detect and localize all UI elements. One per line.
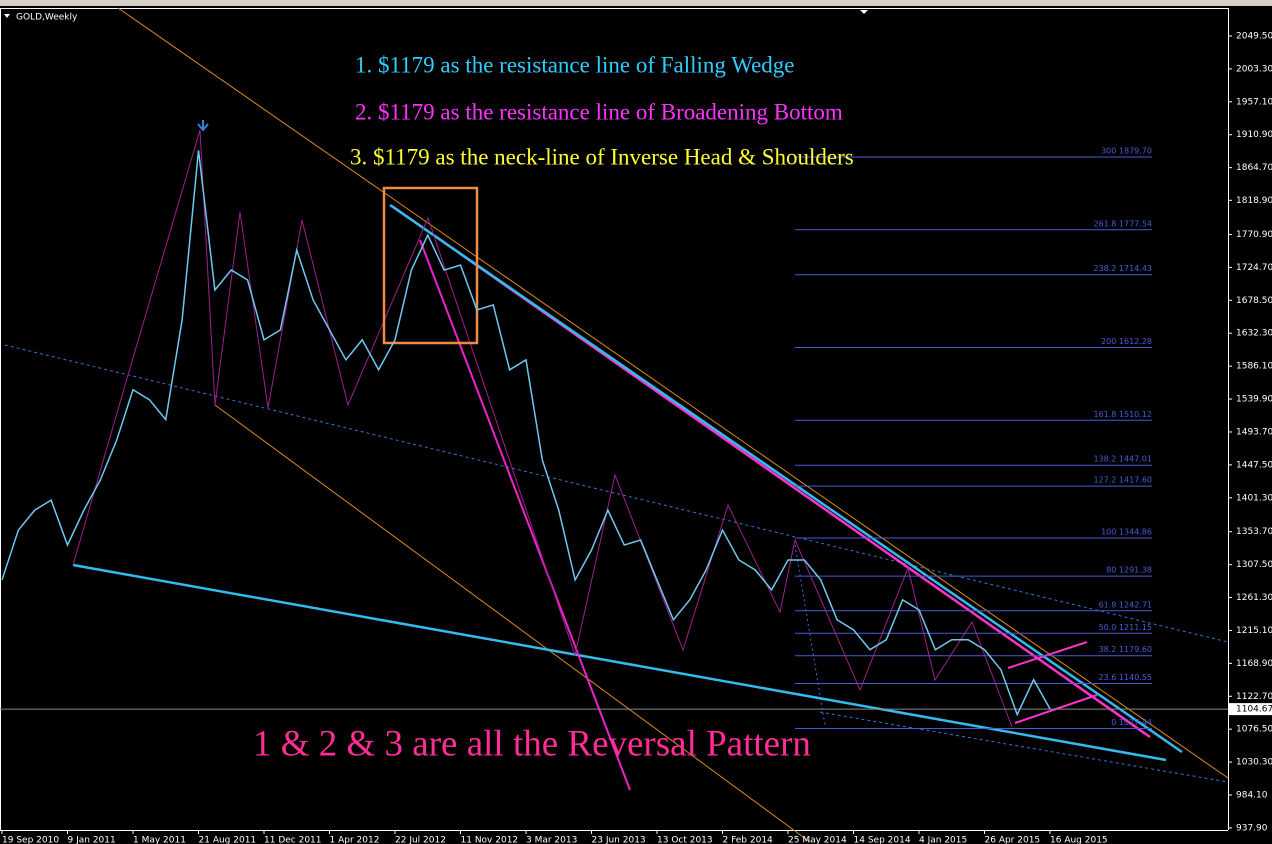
y-tick-label: 1447.50 (1236, 460, 1272, 470)
annotation: 1. $1179 as the resistance line of Falli… (355, 52, 795, 77)
menu-arrow (4, 14, 10, 18)
fib-label: 61.8 1242.71 (1099, 600, 1152, 609)
broadening-top (1007, 641, 1088, 669)
x-tick-label: 11 Dec 2011 (264, 836, 322, 844)
y-tick-label: 1724.70 (1236, 263, 1272, 273)
y-tick-label: 1493.70 (1236, 427, 1272, 437)
y-tick-label: 1864.70 (1236, 163, 1272, 173)
wedge-bottom (72, 563, 1167, 762)
y-tick-label: 984.10 (1236, 791, 1268, 801)
y-tick-label: 1261.30 (1236, 593, 1272, 603)
fib-label: 238.2 1714.43 (1093, 264, 1152, 273)
y-tick-label: 1401.30 (1236, 493, 1272, 503)
fib-label: 100 1344.86 (1101, 528, 1152, 537)
x-tick-label: 3 Mar 2013 (526, 836, 577, 844)
y-tick-label: 1030.30 (1236, 758, 1272, 768)
current-price-label: 1104.67 (1236, 705, 1272, 715)
fib-label: 200 1612.28 (1101, 337, 1152, 346)
fib-label: 300 1879.70 (1101, 146, 1152, 155)
symbol-label: GOLD,Weekly (16, 13, 78, 23)
x-tick-label: 22 Jul 2012 (395, 836, 446, 844)
x-tick-label: 1 May 2011 (133, 836, 186, 844)
x-tick-label: 19 Sep 2010 (2, 836, 59, 844)
annotation: 3. $1179 as the neck-line of Inverse Hea… (350, 144, 854, 169)
x-tick-label: 14 Sep 2014 (854, 836, 911, 844)
orange-channel-top (117, 7, 1229, 779)
fib-label: 23.6 1140.55 (1099, 673, 1152, 682)
x-tick-label: 25 May 2014 (788, 836, 847, 844)
y-tick-label: 1586.10 (1236, 362, 1272, 372)
y-tick-label: 2003.30 (1236, 64, 1272, 74)
fib-label: 138.2 1447.01 (1093, 455, 1152, 464)
y-tick-label: 1957.10 (1236, 97, 1272, 107)
y-tick-label: 1770.90 (1236, 230, 1272, 240)
dashed-line-low (819, 711, 1229, 783)
zigzag (72, 129, 1013, 728)
fib-label: 50.0 1211.15 (1099, 623, 1152, 632)
fib-label: 80 1291.38 (1106, 566, 1152, 575)
x-tick-label: 1 Apr 2012 (330, 836, 380, 844)
highlight-box (382, 186, 479, 345)
x-tick-label: 4 Jan 2015 (919, 836, 967, 844)
plot (0, 150, 1228, 730)
y-tick-label: 1818.90 (1236, 196, 1272, 206)
magenta-steep (419, 239, 631, 791)
fib-label: 161.8 1510.12 (1093, 410, 1152, 419)
price-line (1, 150, 1051, 717)
y-tick-label: 1910.90 (1236, 130, 1272, 140)
fib-label: 38.2 1179.60 (1099, 645, 1152, 654)
conclusion: 1 & 2 & 3 are all the Reversal Pattern (253, 723, 811, 764)
annotation: 2. $1179 as the resistance line of Broad… (355, 99, 843, 124)
x-tick-label: 23 Jun 2013 (592, 836, 646, 844)
y-tick-label: 1168.90 (1236, 659, 1272, 669)
x-tick-label: 13 Oct 2013 (657, 836, 713, 844)
fib-label: 261.8 1777.54 (1093, 219, 1152, 228)
window-frame (0, 0, 1272, 6)
wedge-top (389, 203, 1183, 754)
dotted-line (794, 544, 826, 726)
x-tick-label: 9 Jan 2011 (68, 836, 116, 844)
x-tick-label: 21 Aug 2011 (199, 836, 257, 844)
x-tick-label: 26 Apr 2015 (985, 836, 1041, 844)
y-tick-label: 1678.50 (1236, 296, 1272, 306)
orange-channel-bottom (214, 404, 811, 843)
x-tick-label: 11 Nov 2012 (461, 836, 519, 844)
y-tick-label: 2049.50 (1236, 32, 1272, 42)
y-tick-label: 1539.90 (1236, 395, 1272, 405)
x-tick-label: 2 Feb 2014 (723, 836, 774, 844)
y-tick-label: 937.90 (1236, 823, 1268, 833)
y-tick-label: 1353.70 (1236, 527, 1272, 537)
scroll-marker (860, 10, 868, 14)
top-arrow (197, 120, 209, 132)
y-tick-label: 1215.10 (1236, 626, 1272, 636)
y-tick-label: 1632.30 (1236, 329, 1272, 339)
fib-label: 127.2 1417.60 (1093, 476, 1152, 485)
current-price-box (1229, 703, 1272, 716)
x-tick-label: 16 Aug 2015 (1050, 836, 1108, 844)
y-tick-label: 1122.70 (1236, 692, 1272, 702)
y-tick-label: 1307.50 (1236, 560, 1272, 570)
y-tick-label: 1076.50 (1236, 725, 1272, 735)
trendlines (4, 7, 1229, 843)
fib-label: 0 1077.44 (1111, 718, 1152, 727)
